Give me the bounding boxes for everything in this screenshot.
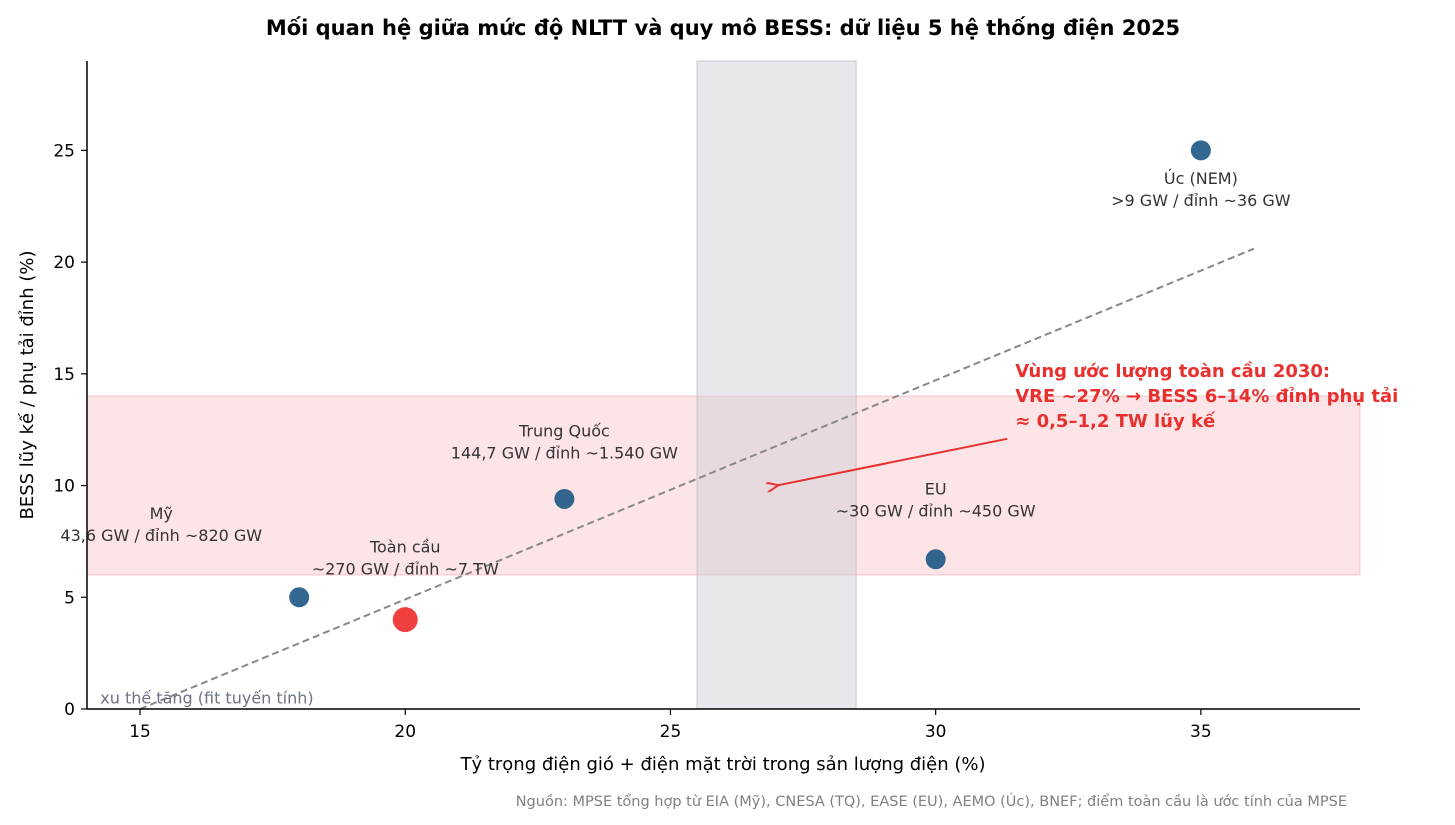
point-label-line: ~270 GW / đỉnh ~7 TW (312, 560, 499, 579)
trend-group: xu thế tăng (fit tuyến tính) (100, 247, 1255, 710)
x-tick-label: 35 (1190, 722, 1212, 742)
point-label-line: >9 GW / đỉnh ~36 GW (1111, 191, 1291, 210)
point-labels: Mỹ 43,6 GW / đỉnh ~820 GW Toàn cầu ~270 GW … (60, 169, 1290, 579)
data-points (289, 140, 1211, 633)
chart-title: Mối quan hệ giữa mức độ NLTT và quy mô B… (266, 16, 1180, 40)
annotation-text: Vùng ước lượng toàn cầu 2030: VRE ~27% → … (1015, 361, 1398, 432)
data-point-china (554, 488, 575, 509)
point-label-line: Úc (NEM) (1164, 169, 1238, 188)
point-label-au: Úc (NEM) >9 GW / đỉnh ~36 GW (1111, 169, 1291, 210)
point-label-global: Toàn cầu ~270 GW / đỉnh ~7 TW (312, 538, 499, 579)
shaded-regions (86, 60, 1361, 710)
x-tick-label: 25 (660, 722, 682, 742)
trend-line (139, 247, 1255, 710)
point-label-line: EU (925, 479, 947, 498)
y-tick-label: 15 (53, 365, 75, 385)
x-tick-label: 30 (925, 722, 947, 742)
axes: 15 20 25 30 35 0 5 10 15 20 25 (53, 61, 1360, 742)
data-point-global (392, 607, 418, 633)
source-note: Nguồn: MPSE tổng hợp từ EIA (Mỹ), CNESA … (516, 792, 1347, 810)
y-tick-label: 0 (64, 700, 75, 720)
point-label-line: 43,6 GW / đỉnh ~820 GW (60, 526, 262, 545)
y-tick-label: 20 (53, 253, 75, 273)
data-point-us (289, 587, 310, 608)
y-axis-label: BESS lũy kế / phụ tải đỉnh (%) (17, 251, 38, 520)
trend-label: xu thế tăng (fit tuyến tính) (100, 688, 313, 707)
annotation-arrow (777, 437, 1008, 486)
y-tick-label: 25 (53, 141, 75, 161)
point-label-line: ~30 GW / đỉnh ~450 GW (836, 501, 1036, 520)
point-label-line: Toàn cầu (369, 538, 441, 557)
point-label-china: Trung Quốc 144,7 GW / đỉnh ~1.540 GW (451, 421, 678, 462)
point-label-line: Trung Quốc (518, 421, 610, 440)
x-tick-label: 20 (394, 722, 416, 742)
data-point-eu (925, 549, 946, 570)
point-label-us: Mỹ 43,6 GW / đỉnh ~820 GW (60, 504, 262, 545)
x-axis-label: Tỷ trọng điện gió + điện mặt trời trong … (459, 754, 985, 775)
y-tick-label: 10 (53, 477, 75, 497)
annotation-line: VRE ~27% → BESS 6–14% đỉnh phụ tải (1015, 386, 1398, 407)
y-tick-label: 5 (64, 588, 75, 608)
data-point-au (1190, 140, 1211, 161)
point-label-line: Mỹ (150, 504, 173, 523)
band-2030-bess-range (86, 395, 1361, 576)
point-label-eu: EU ~30 GW / đỉnh ~450 GW (836, 479, 1036, 520)
x-tick-label: 15 (129, 722, 151, 742)
annotation-group: Vùng ước lượng toàn cầu 2030: VRE ~27% → … (777, 361, 1398, 486)
annotation-line: ≈ 0,5–1,2 TW lũy kế (1015, 411, 1216, 432)
point-label-line: 144,7 GW / đỉnh ~1.540 GW (451, 443, 678, 462)
annotation-line: Vùng ước lượng toàn cầu 2030: (1015, 361, 1330, 382)
band-2030-vre-range (696, 60, 857, 710)
